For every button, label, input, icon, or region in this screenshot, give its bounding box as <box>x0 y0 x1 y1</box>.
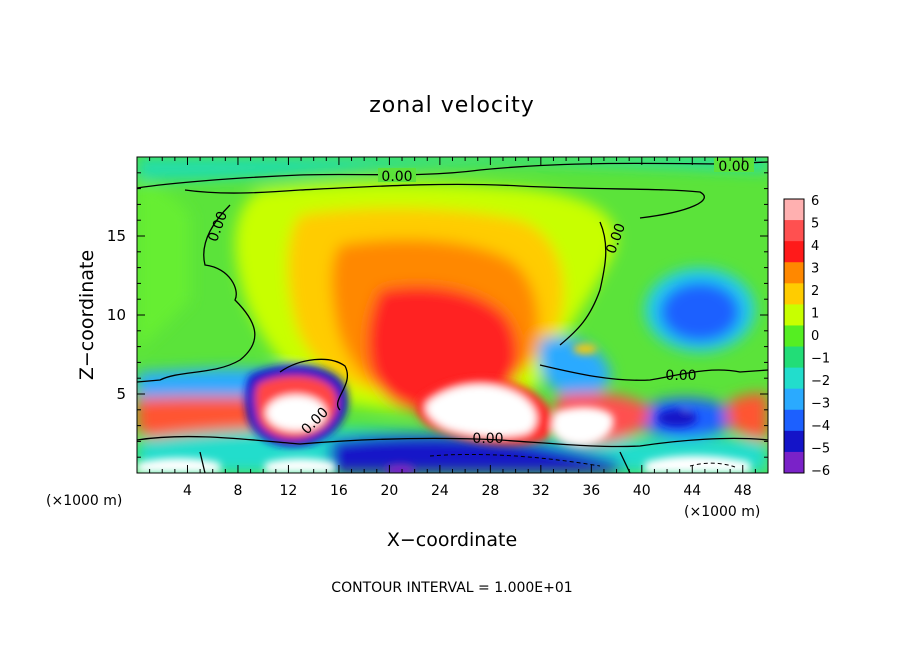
colorbar-swatch <box>784 388 804 411</box>
x-tick-label: 20 <box>380 483 398 499</box>
x-unit-left: (×1000 m) <box>46 493 122 509</box>
colorbar-swatch <box>784 283 804 305</box>
yellow-blob-mid <box>573 344 597 354</box>
contour-interval-note: CONTOUR INTERVAL = 1.000E+01 <box>331 580 572 596</box>
x-tick-label: 32 <box>532 483 550 499</box>
colorbar-swatch <box>784 220 804 242</box>
y-tick-label: 15 <box>107 227 126 245</box>
colorbar-label: −3 <box>811 397 830 412</box>
colorbar-label: 5 <box>811 217 819 232</box>
red-patch-right-edge <box>725 393 768 440</box>
colorbar-label: −4 <box>811 419 830 434</box>
colorbar-label: 2 <box>811 284 819 299</box>
x-axis-label: X−coordinate <box>387 529 517 551</box>
dark-blue-core-right <box>657 409 697 427</box>
contour-label: 0.00 <box>381 169 412 185</box>
y-axis-label: Z−coordinate <box>76 250 98 380</box>
colorbar-swatch <box>784 430 804 453</box>
colorbar-label: −5 <box>811 442 830 457</box>
colorbar-label: −1 <box>811 352 830 367</box>
colorbar-swatch <box>784 262 804 284</box>
y-axis-ticks <box>137 172 768 458</box>
colorbar-label: −6 <box>811 464 830 479</box>
chart-title: zonal velocity <box>369 93 535 118</box>
x-tick-label: 4 <box>183 483 192 499</box>
y-tick-label: 10 <box>107 306 126 324</box>
y-tick-labels: 5 10 15 <box>107 227 126 403</box>
blue-core-right <box>660 282 740 342</box>
x-axis-ticks <box>149 157 756 473</box>
colorbar-swatch <box>784 325 804 348</box>
colorbar-label: 6 <box>811 194 819 209</box>
x-tick-label: 16 <box>330 483 348 499</box>
purple-patch-bottom <box>385 464 415 473</box>
y-tick-label: 5 <box>116 385 126 403</box>
colorbar-swatch <box>784 451 804 474</box>
contour-label: 0.00 <box>472 431 503 447</box>
colorbar-label: 0 <box>811 329 819 344</box>
colorbar-swatch <box>784 346 804 369</box>
colorbar-swatch <box>784 409 804 432</box>
x-tick-label: 36 <box>582 483 600 499</box>
negative-contour-bottom <box>429 453 601 467</box>
white-core-center <box>425 384 537 437</box>
x-tick-label: 44 <box>683 483 701 499</box>
x-tick-label: 24 <box>431 483 449 499</box>
white-patch-bottom-12 <box>265 458 335 473</box>
colorbar-tick-labels: 6 5 4 3 2 1 0 −1 −2 −3 −4 −5 −6 <box>811 194 830 479</box>
contour-label: 0.00 <box>718 159 749 175</box>
colorbar-label: 3 <box>811 262 819 277</box>
colorbar-label: 1 <box>811 307 819 322</box>
colorbar-swatch <box>784 367 804 390</box>
x-unit-right: (×1000 m) <box>684 504 760 520</box>
white-patch-bottom-left <box>137 458 220 473</box>
x-tick-label: 48 <box>734 483 752 499</box>
x-tick-label: 40 <box>633 483 651 499</box>
colorbar <box>783 198 805 474</box>
contour-label: 0.00 <box>665 368 696 384</box>
colorbar-swatch <box>784 241 804 263</box>
colorbar-swatch <box>784 304 804 326</box>
heatmap-field <box>137 157 768 473</box>
x-tick-label: 28 <box>481 483 499 499</box>
colorbar-swatch <box>784 199 804 221</box>
white-core-lower-mid <box>552 407 614 446</box>
x-tick-label: 12 <box>280 483 298 499</box>
negative-contour-bottom-right <box>689 462 736 468</box>
white-core-left <box>266 395 326 431</box>
colorbar-frame <box>783 198 805 474</box>
bottom-dark-blue-band <box>330 434 620 473</box>
x-tick-label: 8 <box>233 483 242 499</box>
left-green-region <box>137 180 190 350</box>
colorbar-label: 4 <box>811 239 819 254</box>
x-tick-labels: 4 8 12 16 20 24 28 32 36 40 44 48 <box>183 483 752 499</box>
colorbar-label: −2 <box>811 374 830 389</box>
